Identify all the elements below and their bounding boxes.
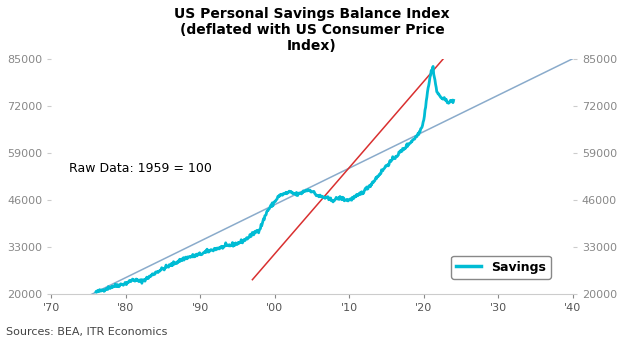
Text: Sources: BEA, ITR Economics: Sources: BEA, ITR Economics bbox=[6, 327, 168, 337]
Title: US Personal Savings Balance Index
(deflated with US Consumer Price
Index): US Personal Savings Balance Index (defla… bbox=[174, 7, 450, 53]
Text: Raw Data: 1959 = 100: Raw Data: 1959 = 100 bbox=[69, 162, 212, 175]
Legend: Savings: Savings bbox=[451, 255, 551, 278]
